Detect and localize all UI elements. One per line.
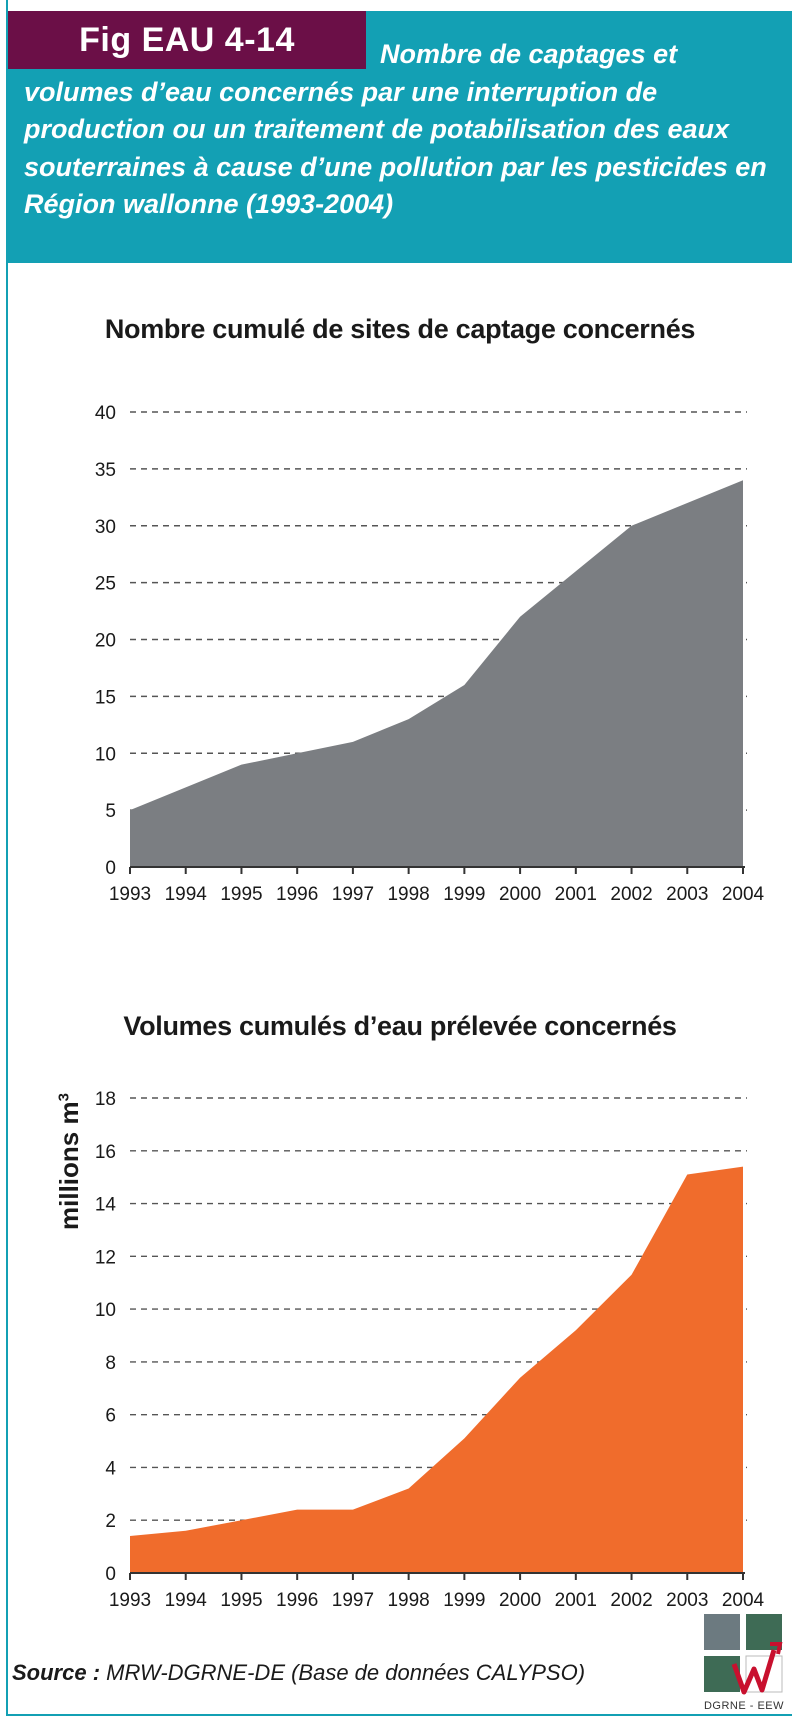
chart2-x-tick-label: 2004 (722, 1590, 765, 1611)
chart2-x-tick-label: 1994 (165, 1590, 208, 1611)
chart2-x-tick-label: 1997 (332, 1590, 374, 1611)
figure-frame (6, 0, 792, 1716)
chart1-x-tick-label: 2001 (555, 884, 597, 905)
chart1-x-tick-label: 1994 (165, 884, 208, 905)
source-label: Source : (12, 1660, 101, 1685)
figure-tag: Fig EAU 4-14 (8, 11, 366, 69)
logo-caption: DGRNE - EEW (703, 1700, 785, 1712)
figure-title: Nombre de captages et volumes d’eau conc… (24, 39, 767, 219)
chart1-y-tick-label: 15 (95, 687, 116, 708)
chart1-x-tick-label: 1999 (443, 884, 485, 905)
chart2-x-tick-label: 1999 (443, 1590, 485, 1611)
chart2-x-tick-label: 1998 (387, 1590, 429, 1611)
chart1-x-tick-label: 1997 (332, 884, 374, 905)
source-text: MRW-DGRNE-DE (Base de données CALYPSO) (100, 1660, 586, 1685)
chart2-x-tick-label: 2003 (666, 1590, 708, 1611)
chart2-y-tick-label: 14 (95, 1195, 117, 1216)
chart2-x-tick-label: 1993 (109, 1590, 151, 1611)
chart2-y-tick-label: 12 (95, 1247, 116, 1268)
chart1-x-tick-label: 1993 (109, 884, 151, 905)
chart2-x-tick-label: 2001 (555, 1590, 597, 1611)
chart1-x-tick-label: 2002 (610, 884, 652, 905)
source-note: Source : MRW-DGRNE-DE (Base de données C… (12, 1660, 585, 1686)
chart1-y-tick-label: 0 (105, 858, 116, 879)
chart1-plot: 0 5 10 15 20 25 30 35 40 1993 1994 1995 1996 1997 1998… (95, 403, 765, 905)
chart1-title: Nombre cumulé de sites de captage concer… (104, 314, 696, 344)
chart1-y-tick-label: 30 (95, 517, 116, 538)
chart2-y-tick-label: 2 (105, 1511, 116, 1532)
chart1-x-tick-label: 2000 (499, 884, 541, 905)
chart2-y-tick-label: 0 (105, 1564, 116, 1585)
chart2-x-tick-label: 1996 (276, 1590, 318, 1611)
chart2-x-tick-label: 2000 (499, 1590, 541, 1611)
chart2-area-series (130, 1166, 743, 1573)
chart2-y-tick-label: 10 (95, 1300, 116, 1321)
chart2-x-tick-label: 1995 (220, 1590, 262, 1611)
chart2-y-tick-label: 18 (95, 1089, 116, 1110)
chart2-y-tick-label: 4 (105, 1458, 116, 1479)
chart1-x-tick-label: 1995 (220, 884, 262, 905)
chart1-y-tick-label: 40 (95, 403, 116, 424)
dgrne-logo-icon (704, 1614, 783, 1695)
chart1-x-tick-label: 1996 (276, 884, 318, 905)
chart1-x-tick-label: 1998 (387, 884, 429, 905)
chart1-x-tick-label: 2003 (666, 884, 708, 905)
chart1-y-tick-label: 25 (95, 574, 116, 595)
chart2-x-tick-label: 2002 (610, 1590, 652, 1611)
chart1-x-tick-label: 2004 (722, 884, 765, 905)
chart1-y-tick-label: 10 (95, 744, 116, 765)
chart1-y-tick-label: 35 (95, 460, 116, 481)
chart1-y-tick-label: 20 (95, 631, 116, 652)
chart2-title: Volumes cumulés d’eau prélevée concernés (123, 1011, 677, 1041)
chart1-y-tick-label: 5 (105, 801, 116, 822)
chart2-y-tick-label: 8 (105, 1353, 116, 1374)
chart1-area-series (130, 480, 743, 867)
chart2-y-tick-label: 6 (105, 1406, 116, 1427)
chart2-y-tick-label: 16 (95, 1142, 116, 1163)
